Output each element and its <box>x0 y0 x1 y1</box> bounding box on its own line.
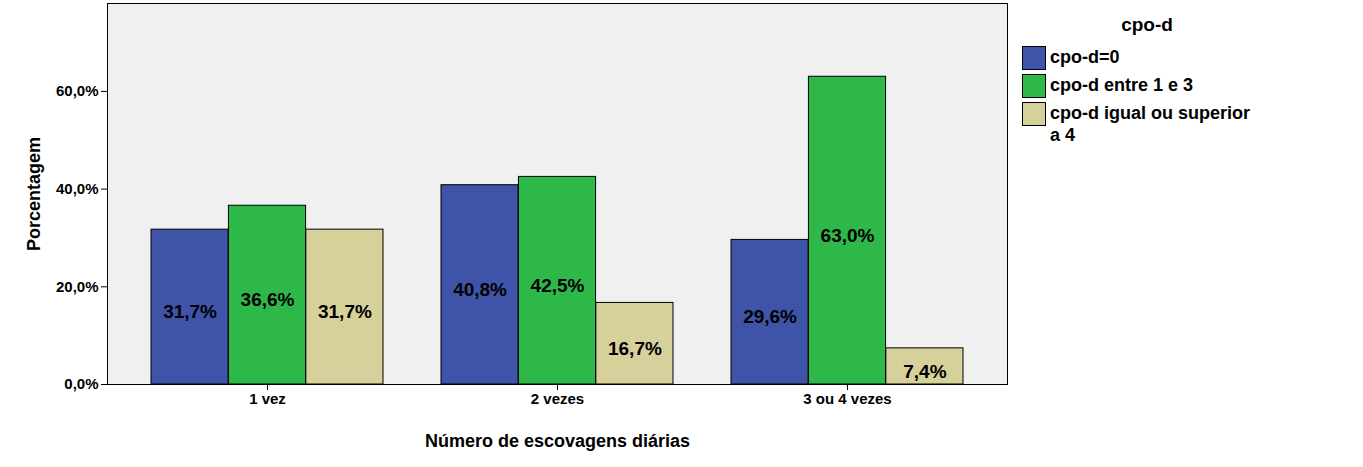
svg-text:63,0%: 63,0% <box>821 225 875 246</box>
svg-text:Número de escovagens diárias: Número de escovagens diárias <box>425 431 690 451</box>
svg-text:40,0%: 40,0% <box>56 180 99 197</box>
svg-text:60,0%: 60,0% <box>56 82 99 99</box>
svg-text:16,7%: 16,7% <box>608 338 662 359</box>
svg-text:31,7%: 31,7% <box>318 301 372 322</box>
svg-text:1 vez: 1 vez <box>249 390 286 407</box>
svg-text:29,6%: 29,6% <box>743 306 797 327</box>
svg-text:3 ou 4 vezes: 3 ou 4 vezes <box>803 390 891 407</box>
svg-text:Porcentagem: Porcentagem <box>24 137 44 251</box>
html-text:cpo-d entre 1 e 3: cpo-d entre 1 e 3 <box>1050 75 1193 95</box>
html-text:cpo-d: cpo-d <box>1121 14 1173 35</box>
svg-text:0,0%: 0,0% <box>64 375 98 392</box>
svg-text:31,7%: 31,7% <box>163 301 217 322</box>
svg-text:7,4%: 7,4% <box>903 361 946 382</box>
svg-text:36,6%: 36,6% <box>241 289 295 310</box>
svg-text:20,0%: 20,0% <box>56 278 99 295</box>
html-text:cpo-d=0: cpo-d=0 <box>1050 47 1120 67</box>
svg-text:2 vezes: 2 vezes <box>531 390 584 407</box>
svg-text:40,8%: 40,8% <box>453 279 507 300</box>
svg-text:42,5%: 42,5% <box>531 275 585 296</box>
html-text:cpo-d igual ou superior a 4: cpo-d igual ou superior a 4 <box>1050 103 1250 145</box>
